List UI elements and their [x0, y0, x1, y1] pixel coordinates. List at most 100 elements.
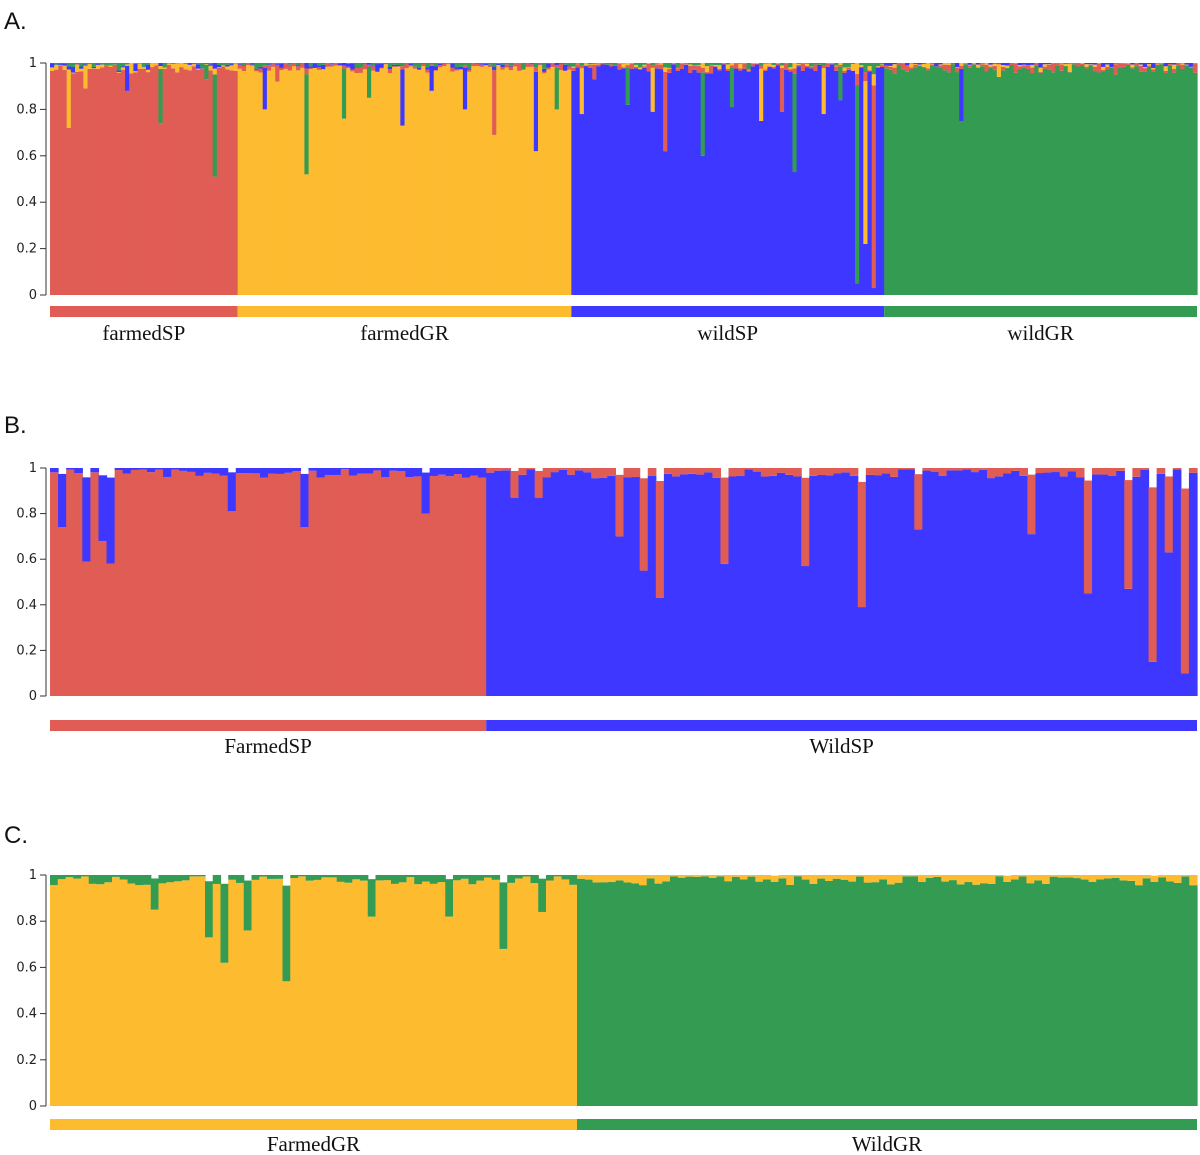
bar-main-WildGR: [879, 879, 888, 1106]
bar-admix-farmedSP: [905, 65, 910, 72]
bar-main-FarmedGR: [344, 882, 353, 1106]
bar-admix-farmedGR: [650, 67, 656, 112]
bar-admix-wildSP: [195, 468, 205, 476]
bar-admix-wildSP: [1088, 63, 1094, 65]
bar-main-wildSP: [721, 64, 727, 296]
bar-main-wildGR: [1034, 65, 1040, 295]
bar-main-wildGR: [1055, 65, 1060, 296]
bar-admix-wildGR: [462, 63, 468, 66]
bar-main-farmedSP: [229, 70, 235, 295]
bar-main-WildGR: [817, 878, 826, 1106]
bar-admix-farmedGR: [829, 63, 835, 65]
bar-admix-farmedGR: [1034, 875, 1043, 881]
bar-admix-farmedSP: [1172, 468, 1182, 470]
bar-admix-wildGR: [262, 63, 268, 66]
bar-admix-farmedSP: [1019, 468, 1028, 476]
bar-admix-wildGR: [287, 63, 293, 65]
bar-admix-farmedGR: [825, 875, 834, 882]
bar-admix-wildSP: [130, 468, 140, 470]
bar-admix-farmedSP: [517, 63, 522, 71]
bar-admix-wildSP: [542, 68, 547, 72]
bar-admix-wildSP: [237, 63, 243, 65]
bar-admix-farmedGR: [1146, 64, 1152, 66]
y-tick-label: 0: [29, 288, 37, 303]
bar-admix-wildSP: [546, 63, 552, 68]
bar-admix-farmedGR: [996, 64, 1002, 77]
bar-admix-wildSP: [74, 468, 83, 474]
bar-main-WildGR: [840, 879, 849, 1106]
bar-admix-farmedSP: [462, 65, 468, 68]
y-tick-label: 0.8: [16, 507, 37, 522]
bar-admix-farmedSP: [675, 68, 681, 71]
bar-admix-wildGR: [499, 882, 508, 949]
bar-main-wildSP: [613, 65, 618, 295]
bar-main-FarmedSP: [106, 563, 116, 696]
bar-admix-farmedGR: [1063, 63, 1069, 66]
bar-main-wildGR: [1134, 66, 1140, 295]
bar-admix-farmedGR: [221, 65, 226, 67]
bar-main-WildSP: [704, 472, 713, 696]
bar-main-wildSP: [704, 73, 710, 295]
bar-main-FarmedGR: [274, 878, 284, 1106]
bar-admix-farmedGR: [233, 63, 239, 71]
bar-admix-wildGR: [759, 63, 764, 66]
bar-admix-wildGR: [91, 63, 97, 67]
bar-admix-farmedSP: [346, 66, 351, 69]
bar-admix-farmedSP: [930, 468, 940, 472]
bar-admix-wildGR: [863, 63, 869, 73]
bar-main-farmedSP: [179, 67, 185, 295]
bar-admix-farmedSP: [442, 64, 447, 67]
bar-main-farmedSP: [191, 66, 197, 295]
bar-admix-farmedSP: [1059, 468, 1069, 477]
bar-main-WildSP: [655, 597, 665, 696]
bar-admix-farmedSP: [262, 65, 268, 68]
bar-main-WildSP: [607, 475, 617, 696]
bar-main-WildGR: [1011, 879, 1020, 1106]
bar-admix-farmedGR: [717, 65, 723, 69]
bar-main-FarmedSP: [211, 473, 221, 696]
bar-admix-farmedGR: [794, 875, 803, 877]
bar-main-WildGR: [1080, 879, 1090, 1106]
bar-main-FarmedGR: [491, 879, 501, 1106]
bar-admix-farmedSP: [906, 468, 915, 470]
bar-main-wildGR: [984, 71, 990, 295]
bar-main-WildSP: [486, 472, 495, 696]
bar-main-farmedGR: [383, 64, 389, 295]
bar-main-WildSP: [1172, 469, 1182, 696]
bar-main-wildGR: [1092, 71, 1098, 295]
bar-admix-farmedSP: [1105, 66, 1111, 70]
bar-admix-farmedSP: [688, 65, 693, 74]
bar-admix-wildSP: [332, 468, 342, 476]
bar-main-FarmedSP: [268, 473, 277, 696]
bar-main-wildSP: [650, 111, 656, 295]
bar-main-WildSP: [760, 476, 770, 696]
bar-main-farmedGR: [425, 72, 431, 295]
bar-admix-wildGR: [125, 63, 130, 65]
bar-admix-farmedGR: [917, 64, 923, 66]
bar-main-WildSP: [671, 476, 681, 696]
bar-admix-wildGR: [54, 63, 59, 65]
bar-admix-wildGR: [358, 63, 364, 68]
bar-main-FarmedSP: [470, 475, 479, 696]
bar-main-farmedGR: [446, 64, 452, 295]
bar-admix-farmedSP: [621, 67, 627, 69]
bar-main-FarmedSP: [356, 473, 366, 696]
bar-main-WildGR: [1034, 880, 1043, 1106]
bar-admix-wildSP: [356, 468, 366, 474]
bar-admix-wildGR: [880, 63, 885, 65]
bar-admix-wildGR: [592, 63, 597, 64]
bar-main-farmedGR: [262, 109, 268, 296]
bar-main-WildSP: [865, 474, 875, 696]
bar-admix-wildSP: [316, 468, 326, 478]
bar-main-wildSP: [658, 69, 664, 295]
bar-admix-wildSP: [975, 63, 981, 65]
bar-admix-wildGR: [391, 875, 400, 884]
bar-admix-wildGR: [197, 875, 206, 877]
bar-main-wildSP: [859, 67, 864, 296]
bar-main-WildGR: [1189, 885, 1198, 1106]
bar-admix-wildSP: [500, 64, 506, 68]
bar-admix-farmedSP: [1003, 468, 1012, 474]
bar-admix-wildSP: [421, 472, 431, 514]
bar-admix-farmedGR: [162, 67, 168, 69]
bar-admix-farmedSP: [246, 63, 251, 66]
